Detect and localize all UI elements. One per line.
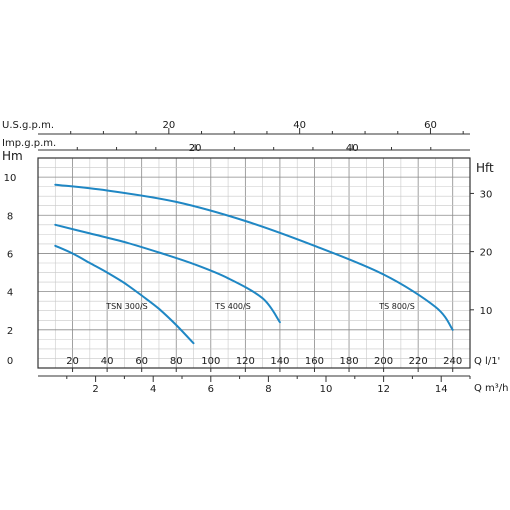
- x-tick-label: 40: [101, 356, 114, 367]
- impgpm-tick-label: 40: [346, 143, 359, 154]
- y-axis-title: Hm: [2, 149, 23, 163]
- y-tick-label: 2: [7, 326, 13, 337]
- grid: [38, 158, 470, 368]
- x-tick-label: 160: [305, 356, 324, 367]
- x-tick-label: 140: [270, 356, 289, 367]
- axes: [37, 128, 474, 382]
- m3h-tick-label: 4: [150, 384, 156, 395]
- y-tick-label: 10: [4, 173, 17, 184]
- plot-frame: [37, 157, 471, 369]
- curve-line: [54, 244, 195, 345]
- curve-label: TS 400/S: [214, 302, 251, 311]
- curve-line: [54, 183, 454, 331]
- y-tick-label: 8: [7, 211, 13, 222]
- x-tick-label: 240: [443, 356, 462, 367]
- x-tick-label: 60: [135, 356, 148, 367]
- m3h-axis-title: Q m³/h: [474, 383, 509, 394]
- x-tick-label: 220: [409, 356, 428, 367]
- y2-tick-label: 10: [480, 306, 493, 317]
- curves: [54, 183, 454, 345]
- curve-label: TSN 300/S: [105, 302, 148, 311]
- y2-tick-label: 30: [480, 189, 493, 200]
- x-tick-label: 180: [339, 356, 358, 367]
- x-axis-title: Q l/1': [474, 356, 500, 367]
- usgpm-tick-label: 40: [293, 120, 306, 131]
- usgpm-tick-label: 60: [424, 120, 437, 131]
- m3h-tick-label: 10: [320, 384, 333, 395]
- y2-axis-title: Hft: [476, 161, 494, 175]
- usgpm-tick-label: 20: [162, 120, 175, 131]
- impgpm-tick-label: 20: [189, 143, 202, 154]
- x-tick-label: 100: [201, 356, 220, 367]
- x-tick-label: 80: [170, 356, 183, 367]
- y-tick-label: 4: [7, 288, 13, 299]
- m3h-tick-label: 2: [92, 384, 98, 395]
- m3h-tick-label: 8: [265, 384, 271, 395]
- x-tick-label: 120: [236, 356, 255, 367]
- m3h-tick-label: 12: [377, 384, 390, 395]
- usgpm-axis-title: U.S.g.p.m.: [2, 120, 54, 131]
- m3h-tick-label: 6: [208, 384, 214, 395]
- curve-line: [54, 223, 281, 324]
- x-tick-label: 200: [374, 356, 393, 367]
- m3h-tick-label: 14: [435, 384, 448, 395]
- curve-label: TS 800/S: [378, 302, 415, 311]
- x-tick-label: 0: [7, 356, 13, 367]
- impgpm-axis-title: Imp.g.p.m.: [2, 138, 56, 149]
- x-tick-label: 20: [66, 356, 79, 367]
- y2-tick-label: 20: [480, 248, 493, 259]
- y-tick-label: 6: [7, 249, 13, 260]
